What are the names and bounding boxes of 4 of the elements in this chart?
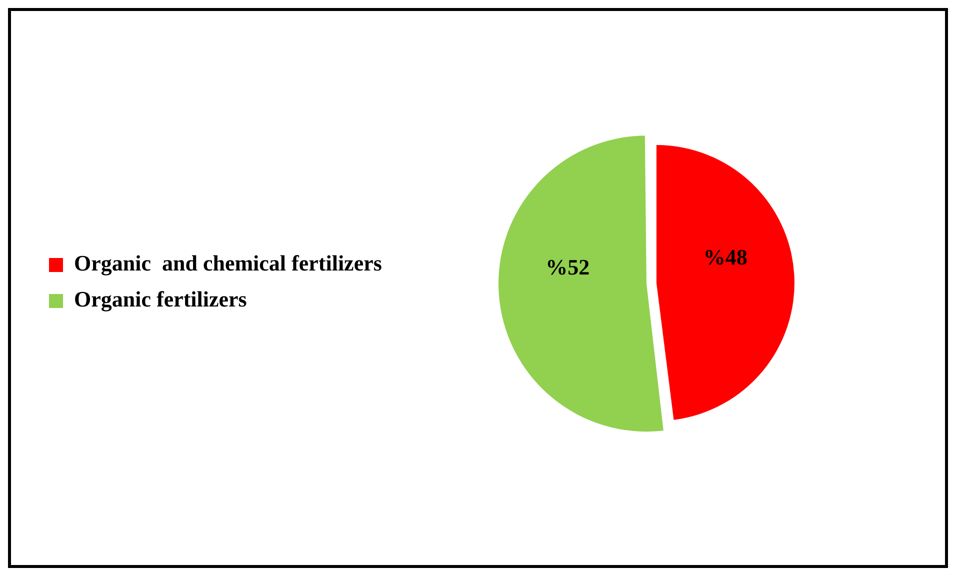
legend-label: Organic and chemical fertilizers	[74, 250, 382, 276]
data-label: %48	[703, 244, 748, 270]
data-label: %52	[546, 254, 590, 280]
legend-label: Organic fertilizers	[74, 286, 248, 312]
